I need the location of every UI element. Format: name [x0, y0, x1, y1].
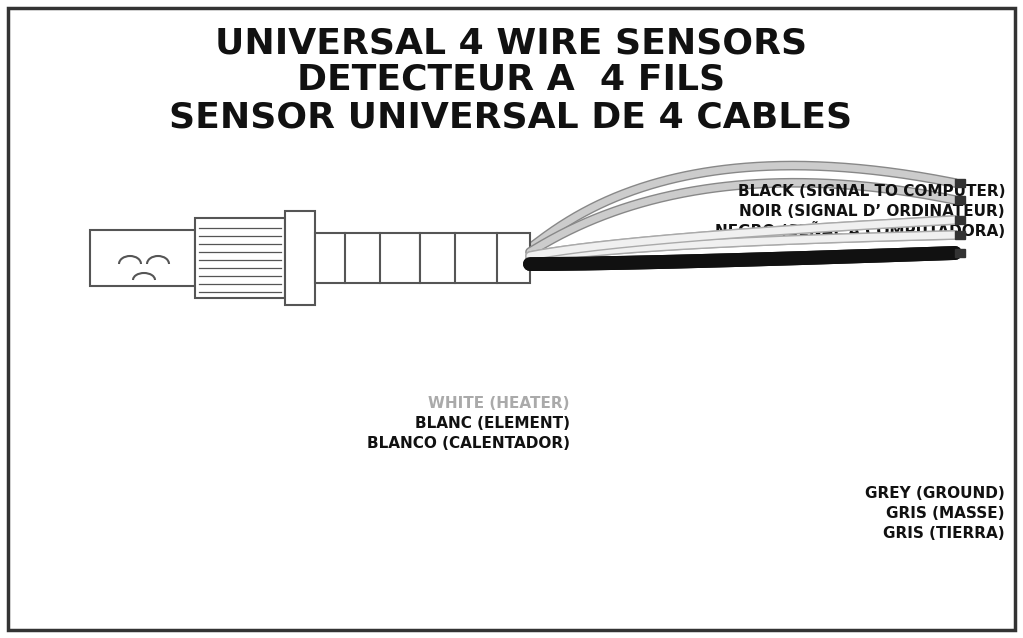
Text: BLACK (SIGNAL TO COMPUTER): BLACK (SIGNAL TO COMPUTER) — [738, 184, 1005, 200]
Text: NOIR (SIGNAL D’ ORDINATEUR): NOIR (SIGNAL D’ ORDINATEUR) — [740, 204, 1005, 218]
Bar — [195, 218, 285, 298]
Bar — [955, 196, 965, 204]
Text: BLANCO (CALENTADOR): BLANCO (CALENTADOR) — [367, 436, 570, 450]
Bar — [955, 249, 965, 257]
Text: SENSOR UNIVERSAL DE 4 CABLES: SENSOR UNIVERSAL DE 4 CABLES — [170, 100, 852, 134]
Text: BLANC (ELEMENT): BLANC (ELEMENT) — [415, 415, 570, 431]
Text: GRIS (MASSE): GRIS (MASSE) — [887, 505, 1005, 521]
Bar — [285, 211, 315, 305]
Text: DETECTEUR A  4 FILS: DETECTEUR A 4 FILS — [297, 63, 725, 97]
Text: WHITE (HEATER): WHITE (HEATER) — [429, 396, 570, 410]
Bar — [955, 179, 965, 187]
Bar — [90, 230, 195, 286]
Text: NEGRO (SEÑAL A COMPUTADORA): NEGRO (SEÑAL A COMPUTADORA) — [715, 221, 1005, 239]
Text: UNIVERSAL 4 WIRE SENSORS: UNIVERSAL 4 WIRE SENSORS — [215, 26, 807, 60]
Bar — [315, 233, 420, 283]
Bar — [955, 231, 965, 239]
Bar — [955, 216, 965, 224]
Text: GRIS (TIERRA): GRIS (TIERRA) — [884, 526, 1005, 540]
Bar — [420, 233, 530, 283]
Text: GREY (GROUND): GREY (GROUND) — [865, 486, 1005, 500]
